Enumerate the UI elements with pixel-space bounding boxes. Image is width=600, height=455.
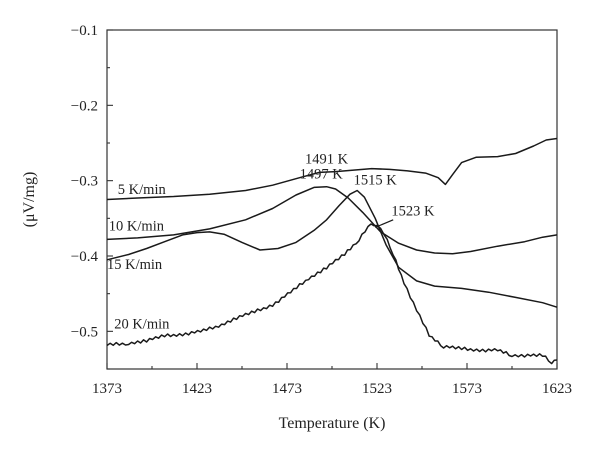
annotation-label: 5 K/min — [118, 182, 167, 198]
annotation-leader-line — [374, 219, 394, 228]
series-group — [106, 137, 558, 365]
annotation-label: 1523 K — [391, 203, 435, 219]
x-tick-label: 1623 — [542, 381, 572, 397]
annotation-label: 15 K/min — [107, 257, 163, 273]
y-axis-title: (μV/mg) — [21, 172, 38, 228]
annotations-group: 5 K/min 10 K/min 15 K/min 20 K/min 1491 K149… — [107, 151, 435, 332]
annotation-label: 1497 K — [300, 166, 344, 182]
y-tick-label: −0.3 — [71, 174, 98, 190]
annotation-label: 1515 K — [354, 172, 398, 188]
annotation-label: 20 K/min — [114, 316, 170, 332]
y-tick-label: −0.5 — [71, 324, 98, 340]
x-tick-label: 1423 — [182, 381, 212, 397]
plot-frame — [106, 29, 558, 370]
series-line-20-k-min — [106, 223, 558, 365]
y-tick-label: −0.4 — [71, 249, 99, 265]
x-tick-label: 1473 — [272, 381, 302, 397]
annotation-label: 10 K/min — [109, 218, 165, 234]
axis-ticks: 1373 1423 1473 1523 1573 1623 −0.1 −0.2 −0.3 −0.4… — [71, 23, 572, 397]
y-tick-label: −0.1 — [71, 23, 98, 39]
x-axis-title: Temperature (K) — [279, 415, 386, 432]
x-tick-label: 1373 — [92, 381, 122, 397]
series-line-15-k-min — [106, 189, 558, 308]
plot-border — [106, 29, 558, 370]
y-tick-label: −0.2 — [71, 98, 98, 114]
x-tick-label: 1523 — [362, 381, 392, 397]
annotation-label: 1491 K — [305, 151, 349, 167]
series-line-10-k-min — [106, 185, 558, 255]
series-line-5-k-min — [106, 137, 558, 201]
x-tick-label: 1573 — [452, 381, 482, 397]
